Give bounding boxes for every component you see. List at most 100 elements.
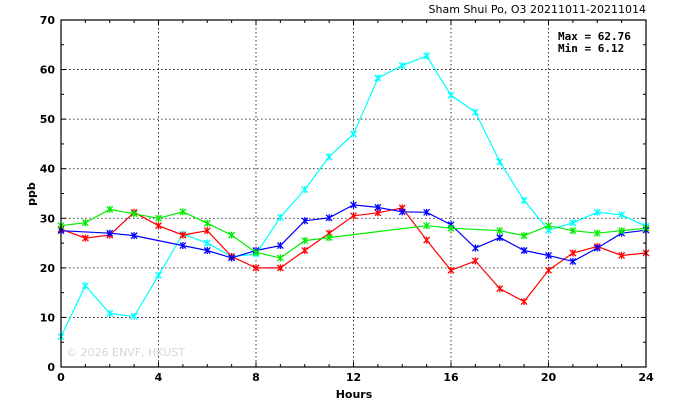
data-point [106, 205, 114, 213]
data-point [545, 251, 552, 259]
data-point [203, 219, 211, 227]
max-label: Max = 62.76 [558, 30, 631, 43]
data-point [130, 232, 138, 240]
data-point [471, 108, 479, 116]
data-point [374, 74, 382, 82]
data-point [81, 219, 89, 227]
data-point [447, 91, 455, 99]
series-3 [57, 201, 650, 265]
data-point [398, 208, 406, 216]
data-point [447, 266, 455, 274]
data-point [155, 222, 162, 230]
data-point [398, 62, 406, 70]
data-point [276, 242, 284, 250]
x-tick-label: 4 [155, 371, 163, 384]
data-point [520, 298, 528, 306]
data-point [179, 242, 187, 250]
data-point [569, 227, 577, 235]
y-tick-label: 50 [40, 113, 56, 126]
x-tick-label: 12 [346, 371, 361, 384]
data-point [228, 254, 236, 262]
data-point [325, 234, 333, 242]
data-point [423, 222, 431, 230]
data-point [496, 285, 504, 293]
data-point [520, 247, 528, 255]
y-tick-label: 0 [47, 361, 55, 374]
data-point [350, 130, 357, 138]
data-point [520, 232, 528, 240]
data-point [520, 196, 528, 204]
data-point [423, 208, 431, 216]
data-point [276, 254, 284, 262]
data-point [569, 249, 577, 257]
data-point [423, 52, 431, 60]
x-tick-label: 8 [252, 371, 260, 384]
x-tick-label: 0 [57, 371, 65, 384]
min-label: Min = 6.12 [558, 42, 624, 55]
data-point [252, 248, 260, 256]
grid [61, 20, 646, 367]
data-point [301, 186, 309, 194]
data-point [471, 244, 479, 252]
data-point [569, 219, 577, 227]
x-tick-label: 16 [443, 371, 459, 384]
series-line [60, 207, 647, 303]
y-tick-label: 60 [40, 64, 56, 77]
data-point [593, 229, 601, 237]
watermark: © 2026 ENVF, HKUST [66, 346, 185, 359]
data-point [252, 264, 260, 272]
series-4 [57, 205, 650, 262]
y-tick-label: 20 [40, 262, 56, 275]
data-point [618, 211, 626, 219]
data-point [569, 257, 577, 265]
data-point [203, 227, 211, 235]
data-point [447, 224, 455, 232]
data-point [276, 213, 284, 221]
y-tick-label: 40 [40, 163, 56, 176]
data-point [301, 237, 309, 245]
data-point [350, 201, 357, 209]
data-point [618, 251, 626, 259]
data-point [423, 236, 431, 244]
data-point [106, 309, 114, 317]
data-point [301, 217, 309, 225]
data-point [155, 271, 162, 279]
data-point [179, 208, 187, 216]
data-point [228, 231, 236, 239]
y-tick-label: 30 [40, 212, 56, 225]
data-point [496, 234, 504, 242]
data-point [81, 282, 89, 290]
y-tick-label: 70 [40, 14, 56, 27]
data-point [350, 212, 357, 220]
series-2 [57, 204, 650, 306]
data-point [618, 227, 626, 235]
data-point [593, 208, 601, 216]
x-axis-label: Hours [336, 388, 373, 401]
data-point [203, 247, 211, 255]
y-axis-label: ppb [25, 182, 38, 206]
data-point [179, 231, 187, 239]
chart-title: Sham Shui Po, O3 20211011-20211014 [429, 3, 646, 16]
data-point [325, 153, 333, 161]
x-tick-label: 20 [541, 371, 557, 384]
series-group [57, 52, 650, 341]
data-point [130, 312, 138, 320]
data-point [374, 203, 382, 211]
data-point [203, 239, 211, 247]
data-point [301, 247, 309, 255]
axis-ticks: 0 4 8 12 16 20 24 0 10 20 30 40 50 60 70 [40, 14, 654, 384]
data-point [496, 158, 504, 166]
data-point [496, 227, 504, 235]
data-point [325, 214, 333, 222]
data-point [106, 229, 114, 237]
data-point [593, 244, 601, 252]
data-point [545, 222, 552, 230]
data-point [130, 210, 138, 218]
data-point [276, 264, 284, 272]
data-point [155, 214, 162, 222]
data-point [81, 234, 89, 242]
x-tick-label: 24 [638, 371, 654, 384]
data-point [545, 266, 552, 274]
data-point [471, 257, 479, 265]
